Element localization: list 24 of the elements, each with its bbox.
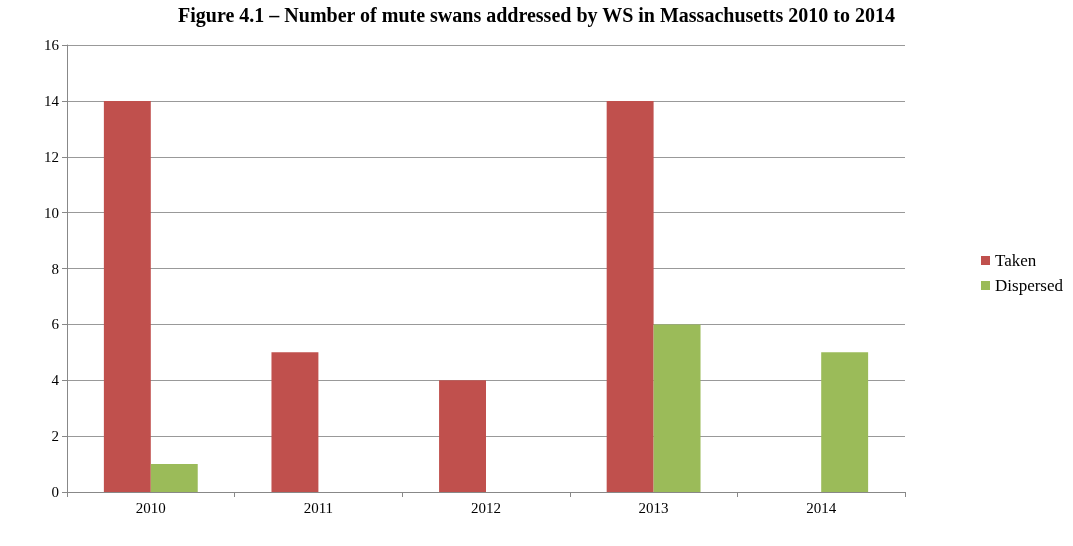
bar	[653, 324, 701, 492]
bar	[103, 100, 151, 492]
bar	[606, 100, 654, 492]
x-tick-label: 2012	[471, 499, 501, 516]
legend-label: Taken	[995, 251, 1037, 270]
y-tick-label: 12	[44, 148, 59, 165]
bar	[439, 380, 486, 492]
bar	[150, 464, 198, 492]
chart-title: Figure 4.1 – Number of mute swans addressed by WS in Massachusetts 2010 to 2014	[178, 4, 895, 27]
y-tick-label: 4	[51, 372, 60, 389]
y-tick-label: 10	[44, 204, 59, 221]
y-tick-label: 0	[51, 484, 59, 500]
y-tick-label: 16	[44, 37, 60, 53]
y-tick-label: 6	[51, 316, 60, 333]
x-tick-label: 2011	[303, 499, 334, 516]
y-tick-label: 14	[44, 92, 60, 109]
bar	[821, 352, 869, 492]
y-tick-label: 8	[51, 260, 59, 277]
y-tick-label: 2	[51, 428, 59, 445]
x-tick-label: 2013	[638, 499, 669, 516]
legend-label: Dispersed	[995, 276, 1064, 295]
x-tick-label: 2014	[806, 499, 837, 516]
x-tick-label: 2010	[135, 499, 166, 516]
bar	[271, 352, 319, 492]
